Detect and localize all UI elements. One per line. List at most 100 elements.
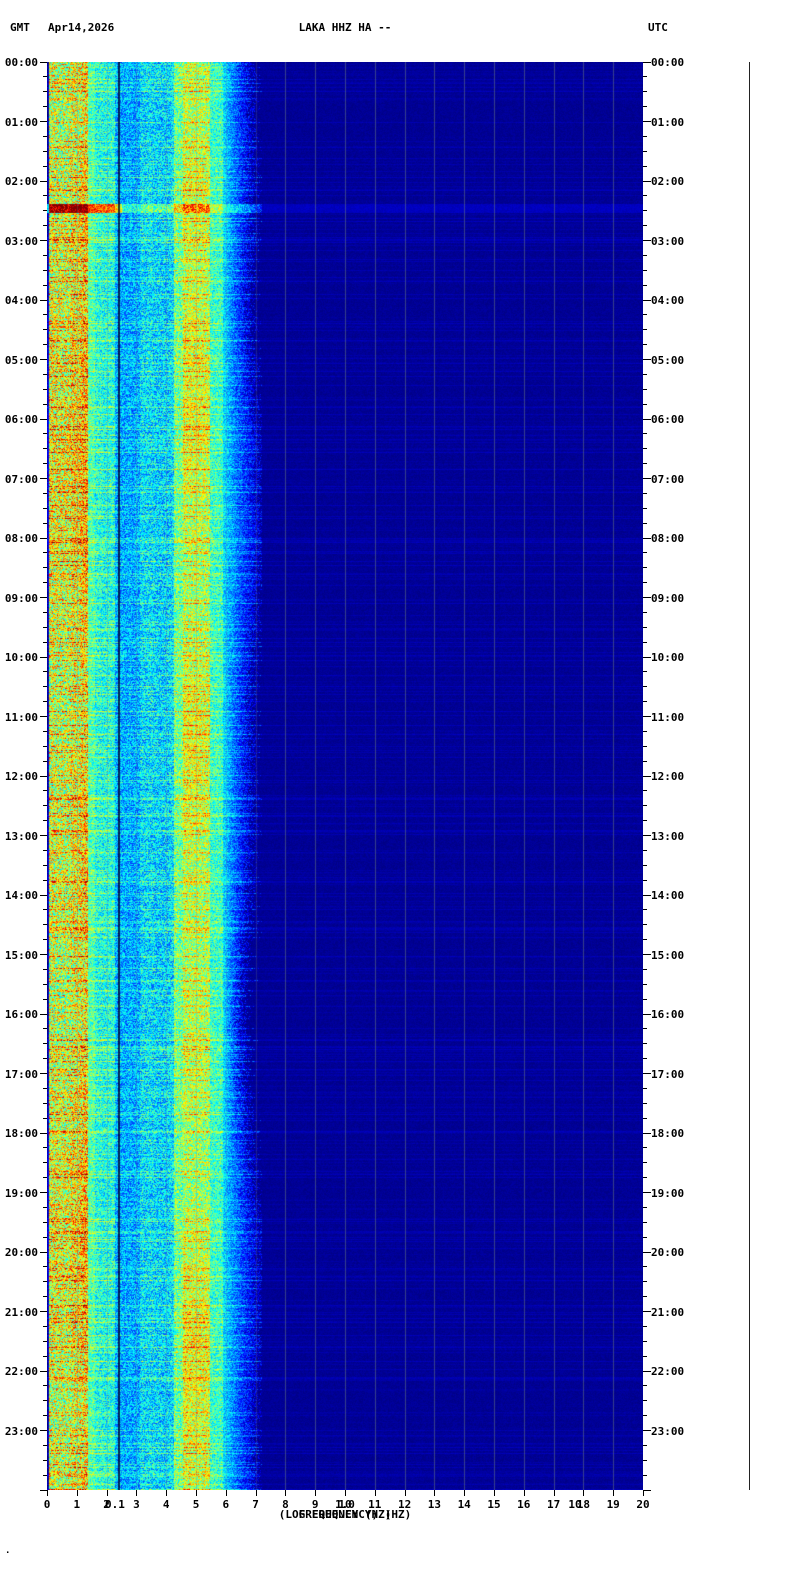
x-tick bbox=[464, 1490, 466, 1496]
x-tick-label: 14 bbox=[457, 1498, 471, 1511]
y-tick-right bbox=[643, 760, 647, 762]
utc-label: UTC bbox=[648, 21, 668, 34]
y-tick-left bbox=[40, 894, 47, 896]
y-tick-right bbox=[643, 567, 647, 569]
x-tick-label: 7 bbox=[252, 1498, 259, 1511]
y-tick-left bbox=[40, 597, 47, 598]
y-tick-right bbox=[643, 1147, 647, 1149]
y-tick-right bbox=[643, 864, 647, 866]
hour-label-left: 16:00 bbox=[4, 1008, 38, 1021]
x-tick bbox=[136, 1490, 138, 1496]
y-tick-right bbox=[643, 240, 651, 241]
hour-label-left: 00:00 bbox=[4, 56, 38, 69]
y-tick-right bbox=[643, 968, 647, 970]
hour-label-left: 07:00 bbox=[4, 472, 38, 486]
hour-label-left: 22:00 bbox=[4, 1365, 38, 1378]
hour-label-right: 10:00 bbox=[651, 651, 685, 664]
y-tick-right bbox=[643, 582, 647, 584]
right-scale-line bbox=[749, 62, 750, 1490]
y-tick-right bbox=[643, 1415, 647, 1417]
x-tick bbox=[225, 1490, 227, 1496]
plot-title: LAKA HHZ HA -- bbox=[298, 21, 392, 34]
y-tick-right bbox=[643, 1192, 651, 1193]
y-tick-right bbox=[643, 1266, 647, 1268]
y-tick-right bbox=[643, 359, 651, 360]
y-tick-left bbox=[40, 1489, 47, 1491]
y-tick-left bbox=[40, 121, 47, 122]
y-tick-right bbox=[643, 656, 651, 658]
y-tick-right bbox=[643, 403, 647, 405]
y-tick-left bbox=[40, 359, 47, 360]
y-tick-right bbox=[643, 463, 647, 465]
x-tick-label: 18 bbox=[576, 1498, 591, 1511]
y-tick-right bbox=[643, 1073, 651, 1074]
y-tick-right bbox=[643, 1325, 647, 1327]
hour-label-right: 04:00 bbox=[651, 294, 685, 307]
y-tick-left bbox=[40, 775, 47, 777]
y-tick-right bbox=[643, 150, 647, 152]
y-tick-right bbox=[643, 954, 651, 955]
y-tick-right bbox=[643, 225, 647, 227]
spectrogram-canvas bbox=[47, 62, 643, 1490]
y-tick-left bbox=[40, 954, 47, 955]
hour-label-right: 12:00 bbox=[651, 770, 685, 783]
y-tick-right bbox=[643, 775, 651, 777]
x-tick bbox=[166, 1490, 168, 1496]
x-tick-label: 19 bbox=[606, 1498, 620, 1511]
y-tick-right bbox=[643, 1489, 651, 1491]
y-tick-right bbox=[643, 641, 647, 643]
hour-label-right: 08:00 bbox=[651, 532, 685, 545]
y-tick-right bbox=[643, 61, 651, 63]
x-tick-label: 15 bbox=[487, 1498, 501, 1511]
x-tick-label: 3 bbox=[133, 1498, 140, 1511]
hour-label-right: 11:00 bbox=[651, 710, 685, 724]
y-tick-right bbox=[643, 879, 647, 881]
y-tick-right bbox=[643, 135, 647, 137]
y-tick-right bbox=[643, 344, 647, 346]
y-tick-right bbox=[643, 805, 647, 807]
y-tick-right bbox=[643, 1459, 647, 1461]
x-log-tick-label: 10 bbox=[568, 1498, 582, 1511]
y-tick-left bbox=[40, 716, 47, 717]
x-tick bbox=[404, 1490, 406, 1496]
hour-label-right: 20:00 bbox=[651, 1246, 685, 1259]
y-tick-right bbox=[643, 91, 647, 93]
hour-label-left: 04:00 bbox=[4, 294, 38, 307]
x-tick-label: 13 bbox=[427, 1498, 442, 1511]
x-tick-label: 6 bbox=[222, 1498, 230, 1511]
hour-label-left: 03:00 bbox=[4, 234, 38, 248]
y-tick-right bbox=[643, 1206, 647, 1208]
hour-label-right: 02:00 bbox=[651, 175, 685, 188]
y-tick-right bbox=[643, 820, 647, 822]
hour-label-left: 02:00 bbox=[4, 175, 38, 188]
y-tick-right bbox=[643, 299, 651, 301]
y-tick-right bbox=[643, 1355, 647, 1357]
y-tick-right bbox=[643, 1400, 647, 1402]
y-tick-left bbox=[40, 299, 47, 301]
hour-label-left: 21:00 bbox=[4, 1305, 38, 1319]
y-tick-right bbox=[643, 1028, 647, 1030]
y-tick-right bbox=[643, 1474, 647, 1476]
hour-label-right: 00:00 bbox=[651, 56, 685, 69]
x-tick-label: 5 bbox=[192, 1498, 200, 1511]
y-tick-left bbox=[40, 1013, 47, 1015]
y-tick-right bbox=[643, 611, 647, 613]
y-tick-right bbox=[643, 790, 647, 792]
y-tick-right bbox=[643, 254, 647, 256]
x-tick bbox=[196, 1490, 197, 1496]
hour-label-right: 06:00 bbox=[651, 413, 685, 426]
x-tick bbox=[643, 1490, 644, 1496]
y-tick-right bbox=[643, 835, 651, 836]
hour-label-left: 17:00 bbox=[4, 1067, 38, 1081]
y-tick-right bbox=[643, 1296, 647, 1298]
y-tick-left bbox=[40, 1370, 47, 1372]
y-tick-right bbox=[643, 745, 647, 747]
x-tick bbox=[583, 1490, 585, 1496]
y-tick-right bbox=[643, 909, 647, 911]
y-tick-right bbox=[643, 507, 647, 509]
hour-label-right: 17:00 bbox=[651, 1067, 685, 1081]
y-tick-left bbox=[40, 478, 47, 479]
x-tick-label: 16 bbox=[517, 1498, 531, 1511]
y-tick-right bbox=[643, 269, 647, 271]
